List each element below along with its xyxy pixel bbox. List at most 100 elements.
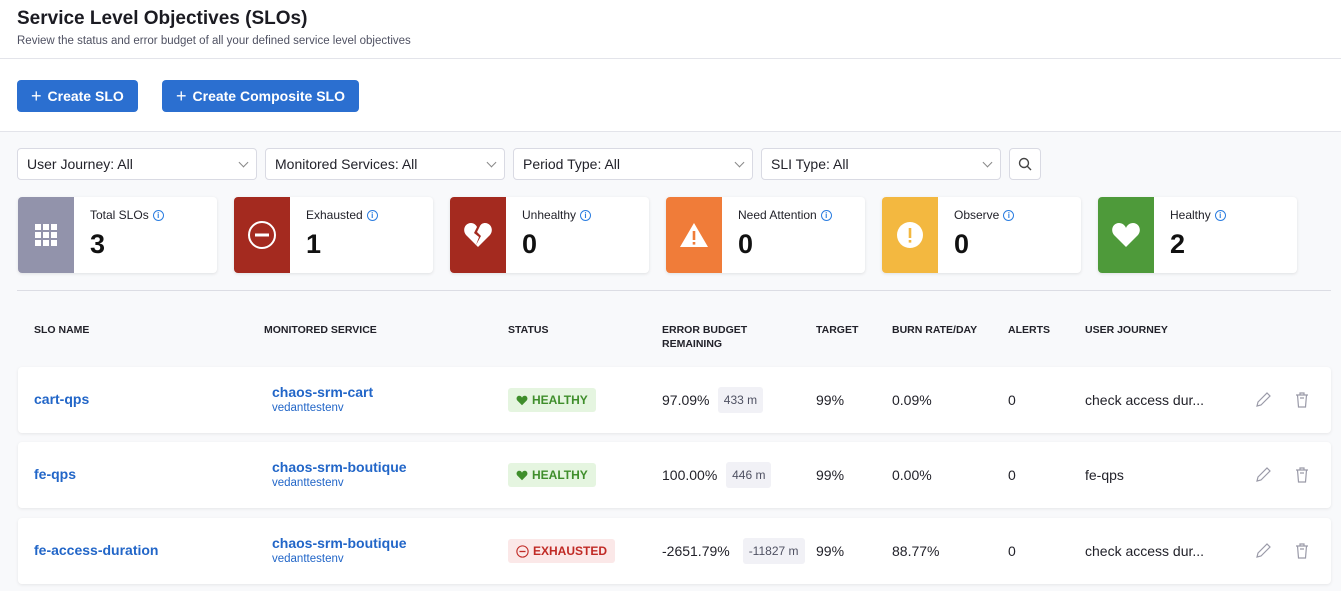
minus-circle-icon xyxy=(516,544,529,558)
column-header-user-journey: USER JOURNEY xyxy=(1085,324,1168,336)
summary-card-healthy[interactable]: Healthy i 2 xyxy=(1098,197,1297,273)
environment-link[interactable]: vedanttestenv xyxy=(272,553,344,565)
error-budget-percent: 100.00% xyxy=(662,467,718,483)
target: 99% xyxy=(816,392,845,408)
column-header-monitored-service: MONITORED SERVICE xyxy=(264,324,377,336)
environment-link[interactable]: vedanttestenv xyxy=(272,402,344,414)
status-badge: HEALTHY xyxy=(508,463,596,487)
minus-circle-icon xyxy=(234,197,290,273)
status-badge: HEALTHY xyxy=(508,388,596,412)
card-label: Exhausted xyxy=(306,208,363,222)
card-label-wrap: Exhausted i xyxy=(306,208,378,222)
delete-icon[interactable] xyxy=(1295,391,1309,409)
slo-name-link[interactable]: fe-qps xyxy=(34,466,76,482)
card-value: 0 xyxy=(522,229,538,259)
heart-icon xyxy=(516,395,528,405)
card-value: 1 xyxy=(306,229,322,259)
action-bar: + Create SLO + Create Composite SLO xyxy=(0,59,1341,132)
search-button[interactable] xyxy=(1009,148,1041,180)
monitored-services-filter[interactable]: Monitored Services: All xyxy=(265,148,505,180)
card-value: 0 xyxy=(954,229,970,259)
card-label-wrap: Observe i xyxy=(954,208,1015,222)
plus-icon: + xyxy=(31,85,42,106)
monitored-service-link[interactable]: chaos-srm-boutique xyxy=(272,535,407,551)
target: 99% xyxy=(816,543,845,559)
error-budget-percent: 97.09% xyxy=(662,392,710,408)
environment-link[interactable]: vedanttestenv xyxy=(272,477,344,489)
card-label: Need Attention xyxy=(738,208,817,222)
edit-icon[interactable] xyxy=(1254,542,1272,560)
status-text: EXHAUSTED xyxy=(533,544,608,558)
delete-icon[interactable] xyxy=(1295,542,1309,560)
page-subtitle: Review the status and error budget of al… xyxy=(17,35,411,47)
sli-type-filter[interactable]: SLI Type: All xyxy=(761,148,1001,180)
info-icon[interactable]: i xyxy=(820,209,832,221)
table-row[interactable]: fe-access-duration chaos-srm-boutique ve… xyxy=(18,518,1331,584)
burn-rate: 0.00% xyxy=(892,467,932,483)
status-text: HEALTHY xyxy=(532,468,588,482)
page-header: Service Level Objectives (SLOs) Review t… xyxy=(0,0,1341,59)
exclamation-circle-icon xyxy=(882,197,938,273)
alerts-count: 0 xyxy=(1008,543,1016,559)
summary-card-need-attention[interactable]: Need Attention i 0 xyxy=(666,197,865,273)
error-budget-percent: -2651.79% xyxy=(662,543,730,559)
user-journey-filter[interactable]: User Journey: All xyxy=(17,148,257,180)
card-label: Healthy xyxy=(1170,208,1211,222)
card-value: 3 xyxy=(90,229,106,259)
page-title: Service Level Objectives (SLOs) xyxy=(17,8,308,29)
grid-icon xyxy=(18,197,74,273)
summary-card-observe[interactable]: Observe i 0 xyxy=(882,197,1081,273)
info-icon[interactable]: i xyxy=(1003,209,1015,221)
create-slo-label: Create SLO xyxy=(47,88,124,104)
column-header-status: STATUS xyxy=(508,324,549,336)
summary-card-exhausted[interactable]: Exhausted i 1 xyxy=(234,197,433,273)
alerts-count: 0 xyxy=(1008,467,1016,483)
card-label: Observe xyxy=(954,208,1000,222)
broken-heart-icon xyxy=(450,197,506,273)
plus-icon: + xyxy=(176,85,187,106)
monitored-service-link[interactable]: chaos-srm-boutique xyxy=(272,459,407,475)
search-icon xyxy=(1018,157,1032,171)
heart-icon xyxy=(1098,197,1154,273)
error-budget-minutes: 446 m xyxy=(726,462,772,488)
error-budget-minutes: -11827 m xyxy=(742,538,805,564)
info-icon[interactable]: i xyxy=(580,209,592,221)
create-slo-button[interactable]: + Create SLO xyxy=(17,80,138,112)
table-row[interactable]: fe-qps chaos-srm-boutique vedanttestenv … xyxy=(18,442,1331,508)
chevron-down-icon xyxy=(238,157,249,167)
period-type-filter[interactable]: Period Type: All xyxy=(513,148,753,180)
divider xyxy=(17,290,1331,291)
column-header-burn-rate: BURN RATE/DAY xyxy=(892,324,978,336)
info-icon[interactable]: i xyxy=(152,209,164,221)
alerts-count: 0 xyxy=(1008,392,1016,408)
heart-icon xyxy=(516,470,528,480)
user-journey: fe-qps xyxy=(1085,467,1124,483)
edit-icon[interactable] xyxy=(1254,391,1272,409)
status-badge: EXHAUSTED xyxy=(508,539,616,563)
create-composite-slo-button[interactable]: + Create Composite SLO xyxy=(162,80,359,112)
edit-icon[interactable] xyxy=(1254,466,1272,484)
column-header-slo-name: SLO NAME xyxy=(34,324,90,336)
info-icon[interactable]: i xyxy=(1214,209,1226,221)
filter-label: SLI Type: All xyxy=(771,156,849,172)
burn-rate: 88.77% xyxy=(892,543,940,559)
monitored-service-link[interactable]: chaos-srm-cart xyxy=(272,384,374,400)
card-label: Unhealthy xyxy=(522,208,577,222)
summary-card-total-slos[interactable]: Total SLOs i 3 xyxy=(18,197,217,273)
card-label-wrap: Healthy i xyxy=(1170,208,1226,222)
table-row[interactable]: cart-qps chaos-srm-cart vedanttestenv HE… xyxy=(18,367,1331,433)
filter-label: User Journey: All xyxy=(27,156,133,172)
card-label-wrap: Total SLOs i xyxy=(90,208,164,222)
slo-name-link[interactable]: fe-access-duration xyxy=(34,542,159,558)
delete-icon[interactable] xyxy=(1295,466,1309,484)
info-icon[interactable]: i xyxy=(366,209,378,221)
card-label-wrap: Unhealthy i xyxy=(522,208,592,222)
warning-icon xyxy=(666,197,722,273)
slo-name-link[interactable]: cart-qps xyxy=(34,391,90,407)
filter-label: Monitored Services: All xyxy=(275,156,418,172)
summary-card-unhealthy[interactable]: Unhealthy i 0 xyxy=(450,197,649,273)
status-text: HEALTHY xyxy=(532,393,588,407)
card-value: 2 xyxy=(1170,229,1186,259)
user-journey: check access dur... xyxy=(1085,392,1205,408)
chevron-down-icon xyxy=(734,157,745,167)
